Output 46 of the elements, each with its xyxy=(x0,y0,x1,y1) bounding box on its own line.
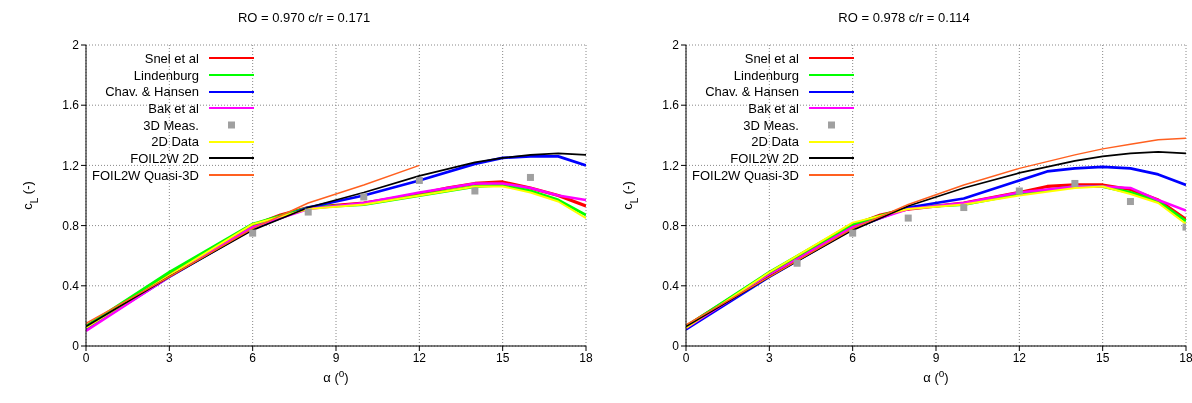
x-axis-title: α ($^{o}$) xyxy=(923,367,949,385)
y-tick-label: 0.4 xyxy=(662,279,680,294)
x-tick-label: 6 xyxy=(249,350,257,365)
y-tick-label: 0.8 xyxy=(62,218,80,233)
legend-label: FOIL2W Quasi-3D xyxy=(692,167,799,183)
y-tick-label: 2 xyxy=(672,38,680,53)
legend-label: FOIL2W 2D xyxy=(130,150,199,166)
legend-label: Chav. & Hansen xyxy=(705,84,799,100)
legend-label: Snel et al xyxy=(144,50,199,66)
legend-label: Lindenburg xyxy=(133,67,199,83)
y-tick-label: 2 xyxy=(72,38,80,53)
x-tick-label: 12 xyxy=(1012,350,1027,365)
y-tick-label: 0.4 xyxy=(62,279,80,294)
x-tick-label: 3 xyxy=(165,350,173,365)
y-tick-label: 1.6 xyxy=(62,98,80,113)
x-axis-title: α ($^{o}$) xyxy=(323,367,349,385)
x-tick-label: 6 xyxy=(849,350,857,365)
x-tick-label: 15 xyxy=(1095,350,1110,365)
x-tick-label: 12 xyxy=(412,350,427,365)
x-tick-label: 15 xyxy=(495,350,510,365)
x-tick-label: 3 xyxy=(765,350,773,365)
legend-label: Lindenburg xyxy=(733,67,799,83)
legend-label: 2D Data xyxy=(151,134,199,150)
y-tick-label: 0.8 xyxy=(662,218,680,233)
x-tick-label: 18 xyxy=(579,350,593,365)
legend-label: Bak et al xyxy=(748,100,799,116)
legend-label: Snel et al xyxy=(744,50,799,66)
y-tick-label: 1.2 xyxy=(62,158,80,173)
legend-label: 2D Data xyxy=(751,134,799,150)
x-tick-label: 9 xyxy=(332,350,340,365)
y-tick-label: 1.6 xyxy=(662,98,680,113)
legend-label: FOIL2W 2D xyxy=(730,150,799,166)
x-tick-label: 9 xyxy=(932,350,940,365)
legend-label: Chav. & Hansen xyxy=(105,84,199,100)
legend-label: 3D Meas. xyxy=(743,117,799,133)
legend-label: FOIL2W Quasi-3D xyxy=(92,167,199,183)
legend-label: Bak et al xyxy=(148,100,199,116)
legend-label: 3D Meas. xyxy=(143,117,199,133)
chart-title: RO = 0.970 c/r = 0.171 xyxy=(236,10,372,25)
chart-title: RO = 0.978 c/r = 0.114 xyxy=(837,10,971,25)
y-tick-label: 0 xyxy=(672,339,680,354)
y-tick-label: 0 xyxy=(72,339,80,354)
x-tick-label: 0 xyxy=(682,350,690,365)
y-tick-label: 1.2 xyxy=(662,158,680,173)
x-tick-label: 0 xyxy=(82,350,90,365)
x-tick-label: 18 xyxy=(1179,350,1192,365)
